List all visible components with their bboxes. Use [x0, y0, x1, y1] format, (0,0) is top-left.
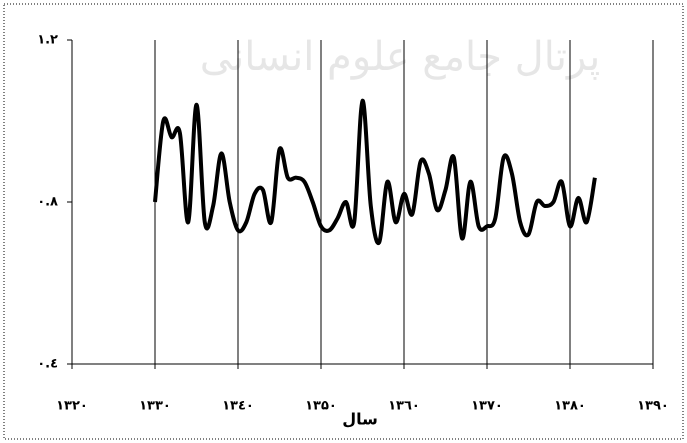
x-tick-label: ۱۳۷۰ — [471, 399, 503, 414]
y-tick-label: ۰.۸ — [37, 195, 58, 210]
x-tick-label: ۱۳۲۰ — [56, 399, 88, 414]
frame — [3, 3, 684, 440]
x-axis-label: سال — [342, 410, 378, 429]
x-tick-label: ۱۳۳۰ — [139, 399, 171, 414]
y-tick-label: ۰.٤ — [37, 357, 58, 372]
line — [153, 98, 597, 246]
x-tick-label: ۱۳٦۰ — [388, 399, 420, 414]
x-tick-label: ۱۳۸۰ — [554, 399, 586, 414]
watermark: پرتال جامع علوم انسانی — [200, 34, 601, 80]
x-tick-label: ۱۳۹۰ — [637, 399, 669, 414]
x-tick-label: ۱۳۵۰ — [305, 399, 337, 414]
y-tick-label: ۱.۲ — [37, 33, 58, 48]
x-tick-label: ۱۳٤۰ — [222, 399, 254, 414]
